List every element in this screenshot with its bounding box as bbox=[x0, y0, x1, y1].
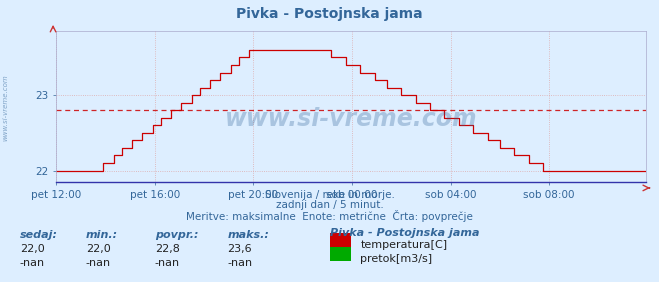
Text: Pivka - Postojnska jama: Pivka - Postojnska jama bbox=[330, 228, 479, 238]
Text: min.:: min.: bbox=[86, 230, 118, 240]
Text: www.si-vreme.com: www.si-vreme.com bbox=[2, 74, 9, 140]
Text: 22,0: 22,0 bbox=[86, 244, 111, 254]
Text: Meritve: maksimalne  Enote: metrične  Črta: povprečje: Meritve: maksimalne Enote: metrične Črta… bbox=[186, 210, 473, 222]
Text: Pivka - Postojnska jama: Pivka - Postojnska jama bbox=[236, 7, 423, 21]
Text: zadnji dan / 5 minut.: zadnji dan / 5 minut. bbox=[275, 200, 384, 210]
Text: povpr.:: povpr.: bbox=[155, 230, 198, 240]
Text: 22,0: 22,0 bbox=[20, 244, 45, 254]
Text: -nan: -nan bbox=[227, 258, 252, 268]
Text: sedaj:: sedaj: bbox=[20, 230, 58, 240]
Text: temperatura[C]: temperatura[C] bbox=[360, 240, 447, 250]
Text: 23,6: 23,6 bbox=[227, 244, 252, 254]
Text: Slovenija / reke in morje.: Slovenija / reke in morje. bbox=[264, 190, 395, 200]
Text: 22,8: 22,8 bbox=[155, 244, 180, 254]
Text: www.si-vreme.com: www.si-vreme.com bbox=[225, 107, 477, 131]
Text: -nan: -nan bbox=[86, 258, 111, 268]
Text: maks.:: maks.: bbox=[227, 230, 270, 240]
Text: -nan: -nan bbox=[20, 258, 45, 268]
Text: pretok[m3/s]: pretok[m3/s] bbox=[360, 254, 432, 264]
Text: -nan: -nan bbox=[155, 258, 180, 268]
